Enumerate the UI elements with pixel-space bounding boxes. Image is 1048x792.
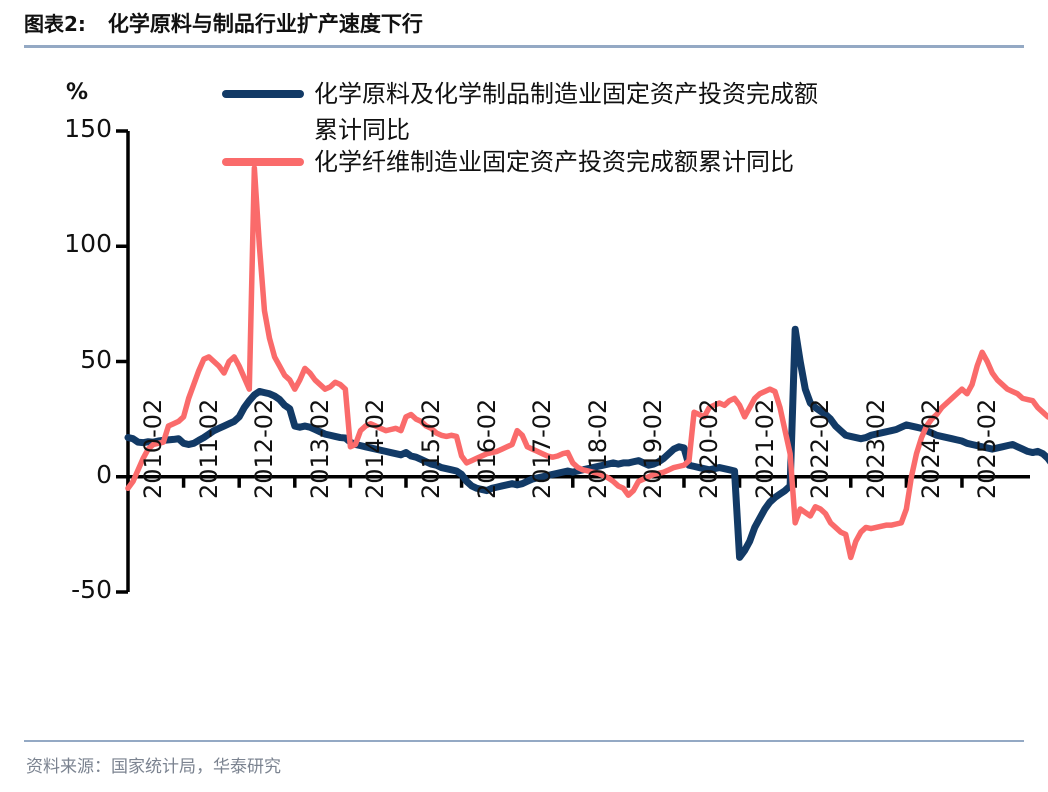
- y-tick-label-0: 0: [96, 459, 112, 489]
- x-tick-label-2024-02: 2024-02: [917, 398, 946, 499]
- legend-label-line2: 累计同比: [314, 116, 410, 144]
- y-tick-label-150: 150: [64, 114, 112, 143]
- x-tick-label-2016-02: 2016-02: [472, 398, 501, 499]
- x-tick-label-2020-02: 2020-02: [694, 398, 723, 499]
- x-tick-label-2015-02: 2015-02: [416, 398, 445, 499]
- legend-swatch-navy: [222, 90, 304, 98]
- x-tick-label-2013-02: 2013-02: [305, 398, 334, 499]
- source-note: 资料来源：国家统计局，华泰研究: [26, 757, 281, 777]
- y-tick-label-50: 50: [80, 344, 112, 374]
- figure-header: 图表2: 化学原料与制品行业扩产速度下行: [0, 0, 1048, 52]
- chart-container: % 化学原料及化学制品制造业固定资产投资完成额 累计同比 化学纤维制造业固定资产投…: [0, 52, 1048, 742]
- legend-label-line1: 化学原料及化学制品制造业固定资产投资完成额: [314, 80, 818, 108]
- header-divider: [24, 45, 1024, 48]
- y-axis-unit-label: %: [66, 80, 89, 105]
- x-tick-label-2023-02: 2023-02: [861, 398, 890, 499]
- x-tick-label-2011-02: 2011-02: [194, 398, 223, 499]
- series-line-chemical-fiber: [125, 165, 1048, 561]
- legend-item-chemical-fiber[interactable]: 化学纤维制造业固定资产投资完成额累计同比: [222, 144, 1022, 180]
- title-row: 图表2: 化学原料与制品行业扩产速度下行: [24, 8, 423, 38]
- x-tick-label-2018-02: 2018-02: [583, 398, 612, 499]
- x-tick-label-2021-02: 2021-02: [750, 398, 779, 499]
- legend-item-chemical-raw-materials[interactable]: 化学原料及化学制品制造业固定资产投资完成额 累计同比: [222, 76, 1022, 148]
- x-tick-label-2010-02: 2010-02: [139, 398, 167, 499]
- footer-divider: [24, 740, 1024, 742]
- figure-number-label: 图表2:: [24, 12, 86, 36]
- x-tick-label-2019-02: 2019-02: [639, 398, 668, 499]
- y-tick-label-100: 100: [64, 229, 112, 259]
- legend-label-chemical-raw-materials: 化学原料及化学制品制造业固定资产投资完成额 累计同比: [314, 76, 818, 148]
- y-tick-label--50: -50: [71, 575, 112, 604]
- series-group: [124, 165, 1048, 561]
- x-tick-label-2022-02: 2022-02: [806, 398, 835, 499]
- x-tick-label-2014-02: 2014-02: [361, 398, 390, 499]
- axis-group: [116, 129, 1030, 594]
- chart-legend: 化学原料及化学制品制造业固定资产投资完成额 累计同比 化学纤维制造业固定资产投资完…: [222, 76, 1022, 180]
- x-tick-label-2017-02: 2017-02: [528, 398, 557, 499]
- x-tick-label-2025-02: 2025-02: [972, 398, 1001, 499]
- legend-swatch-red: [222, 158, 304, 166]
- plot-svg: [116, 129, 1048, 594]
- x-tick-label-2012-02: 2012-02: [250, 398, 279, 499]
- series-line-chemical-raw-materials: [124, 325, 1048, 561]
- legend-label-chemical-fiber: 化学纤维制造业固定资产投资完成额累计同比: [314, 148, 794, 176]
- page-title: 化学原料与制品行业扩产速度下行: [107, 12, 423, 36]
